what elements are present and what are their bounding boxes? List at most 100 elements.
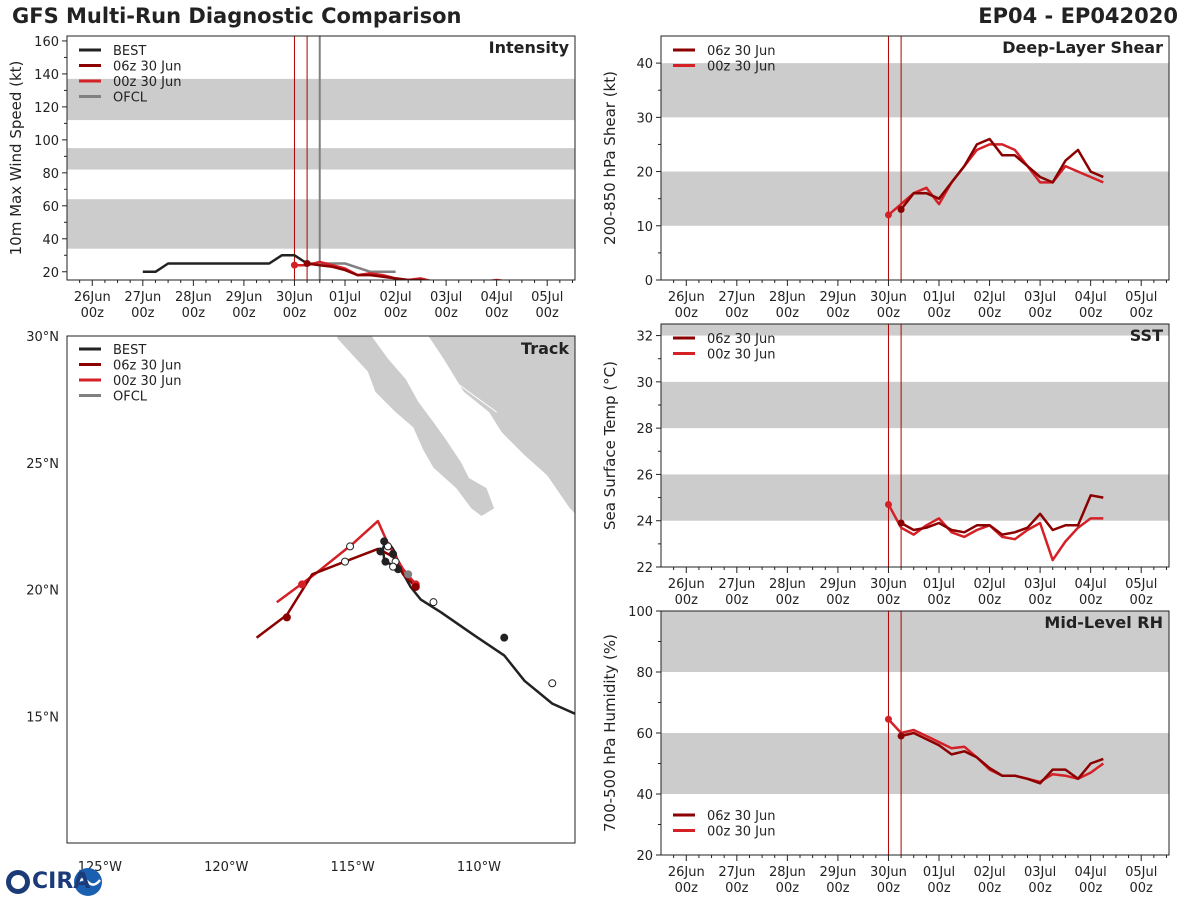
- y-tick-label: 26: [636, 468, 653, 483]
- x-tick-label-hour: 00z: [1130, 881, 1154, 896]
- x-tick-label-hour: 00z: [725, 881, 749, 896]
- init-marker: [884, 501, 892, 509]
- x-tick-label-hour: 00z: [927, 881, 951, 896]
- legend-label: OFCL: [113, 91, 148, 106]
- legend-label: 06z 30 Jun: [113, 359, 182, 374]
- axes-frame: [660, 35, 1170, 281]
- x-tick-label-hour: 00z: [1079, 306, 1103, 321]
- x-tick-label-hour: 00z: [776, 881, 800, 896]
- lat-tick-label: 25°N: [26, 457, 59, 472]
- panel-track: 125°W 120°W 115°W 110°W15°N20°N25°N30°NTrac…: [26, 330, 576, 875]
- x-tick-label-hour: 00z: [877, 881, 901, 896]
- x-tick-label-hour: 00z: [776, 593, 800, 608]
- state-border: [413, 378, 497, 413]
- lon-tick-label: 120°W: [204, 860, 248, 875]
- x-tick-label-hour: 00z: [131, 306, 155, 321]
- x-tick-label-hour: 00z: [1079, 881, 1103, 896]
- legend-label: 06z 30 Jun: [707, 332, 776, 347]
- x-tick-label-hour: 00z: [1130, 593, 1154, 608]
- x-tick-label-hour: 00z: [1079, 593, 1103, 608]
- x-tick-label-hour: 00z: [826, 881, 850, 896]
- x-tick-label-date: 28Jun: [175, 290, 212, 305]
- y-axis-label: 200-850 hPa Shear (kt): [601, 71, 619, 245]
- x-tick-label-hour: 00z: [1028, 306, 1052, 321]
- x-tick-label-date: 29Jun: [819, 290, 856, 305]
- wave-icon: [75, 878, 101, 886]
- y-axis-label: 10m Max Wind Speed (kt): [7, 61, 25, 256]
- init-marker: [884, 715, 892, 723]
- track-point: [429, 598, 438, 607]
- y-tick-label: 80: [636, 666, 653, 681]
- y-tick-label: 140: [34, 68, 59, 83]
- x-tick-label-hour: 00z: [725, 306, 749, 321]
- legend-label: 00z 30 Jun: [113, 75, 182, 90]
- x-tick-label-hour: 00z: [485, 306, 509, 321]
- threshold-band: [661, 171, 1169, 226]
- y-tick-label: 120: [34, 101, 59, 116]
- x-tick-label-hour: 00z: [725, 593, 749, 608]
- legend-label: 00z 30 Jun: [707, 825, 776, 840]
- x-tick-label-date: 04Jul: [481, 290, 513, 305]
- x-tick-label-hour: 00z: [978, 881, 1002, 896]
- x-tick-label-hour: 00z: [675, 593, 699, 608]
- track-point: [282, 613, 291, 622]
- x-tick-label-hour: 00z: [1028, 881, 1052, 896]
- y-tick-label: 30: [636, 111, 653, 126]
- x-tick-label-date: 03Jul: [430, 290, 462, 305]
- x-tick-label-hour: 00z: [232, 306, 256, 321]
- globe-inner-icon: [11, 875, 25, 889]
- land-mainland: [428, 336, 575, 514]
- legend-label: BEST: [113, 343, 146, 358]
- x-tick-label-date: 30Jun: [870, 577, 907, 592]
- legend-label: BEST: [113, 44, 146, 59]
- y-tick-label: 28: [636, 422, 653, 437]
- legend-label: 06z 30 Jun: [707, 44, 776, 59]
- track-point: [389, 562, 398, 571]
- x-tick-label-hour: 00z: [1028, 593, 1052, 608]
- track-point: [376, 547, 385, 556]
- x-tick-label-hour: 00z: [675, 881, 699, 896]
- x-tick-label-date: 02Jul: [973, 577, 1005, 592]
- x-tick-label-date: 27Jun: [718, 290, 755, 305]
- series-line-06z-30-jun: [900, 731, 1104, 785]
- x-tick-label-date: 26Jun: [668, 290, 705, 305]
- panel-shear: 01020304026Jun00z27Jun00z28Jun00z29Jun00…: [601, 35, 1170, 321]
- x-tick-label-hour: 00z: [927, 593, 951, 608]
- x-tick-label-date: 04Jul: [1075, 577, 1107, 592]
- x-tick-label-hour: 00z: [333, 306, 357, 321]
- panel-title: Intensity: [489, 38, 570, 57]
- x-tick-label-hour: 00z: [978, 593, 1002, 608]
- series-line-06z-30-jun: [900, 137, 1104, 211]
- x-tick-label-hour: 00z: [776, 306, 800, 321]
- track-point: [404, 570, 413, 579]
- threshold-band: [661, 474, 1169, 521]
- x-tick-label-hour: 00z: [675, 306, 699, 321]
- x-tick-label-date: 02Jul: [379, 290, 411, 305]
- init-marker: [897, 519, 905, 527]
- panel-title: Mid-Level RH: [1044, 613, 1163, 632]
- x-tick-label-hour: 00z: [536, 306, 560, 321]
- x-tick-label-date: 01Jul: [923, 290, 955, 305]
- x-tick-label-date: 03Jul: [1024, 577, 1056, 592]
- x-tick-label-hour: 00z: [877, 593, 901, 608]
- x-tick-label-date: 27Jun: [718, 577, 755, 592]
- x-tick-label-date: 29Jun: [225, 290, 262, 305]
- y-tick-label: 10: [636, 220, 653, 235]
- y-tick-label: 40: [636, 57, 653, 72]
- x-tick-label-date: 26Jun: [668, 577, 705, 592]
- y-tick-label: 0: [645, 274, 653, 289]
- legend-label: 00z 30 Jun: [707, 60, 776, 75]
- series-line-00z-30-jun: [887, 143, 1104, 216]
- map-area: [255, 336, 575, 715]
- x-tick-label-hour: 00z: [283, 306, 307, 321]
- series-line-06z-30-jun: [900, 494, 1104, 536]
- x-tick-label-date: 28Jun: [769, 577, 806, 592]
- init-marker: [303, 260, 311, 268]
- panel-title: SST: [1130, 326, 1163, 345]
- x-tick-label-date: 04Jul: [1075, 865, 1107, 880]
- threshold-band: [67, 148, 575, 170]
- init-marker: [884, 211, 892, 219]
- plot-area: [661, 611, 1169, 855]
- panel-title: Deep-Layer Shear: [1002, 38, 1163, 57]
